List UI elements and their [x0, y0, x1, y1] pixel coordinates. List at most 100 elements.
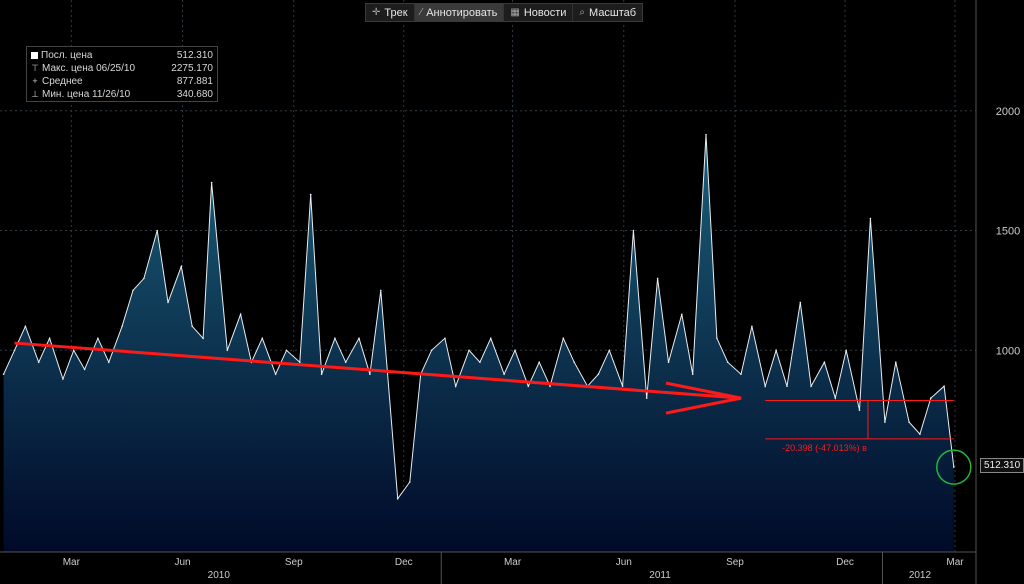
- price-point: [895, 361, 897, 364]
- price-point: [667, 361, 670, 364]
- price-point: [764, 385, 766, 388]
- y-tick-label: 1000: [996, 345, 1020, 357]
- price-point: [309, 193, 312, 196]
- price-point: [705, 133, 707, 136]
- min-marker-icon: ⊥: [31, 89, 39, 99]
- price-point: [180, 265, 183, 268]
- legend-row-last: Посл. цена 512.310: [31, 49, 213, 62]
- price-point: [884, 421, 886, 423]
- price-point: [858, 409, 861, 411]
- news-button[interactable]: ▦ Новости: [504, 4, 574, 21]
- price-point: [261, 337, 264, 340]
- x-tick-label: Dec: [836, 557, 854, 568]
- price-point: [320, 373, 323, 376]
- track-button[interactable]: ✛ Трек: [366, 4, 415, 21]
- price-point: [409, 481, 411, 483]
- price-point: [167, 301, 169, 304]
- price-point: [621, 385, 624, 388]
- price-point: [121, 325, 123, 328]
- x-tick-label: Sep: [726, 557, 744, 568]
- price-point: [845, 349, 847, 352]
- price-point: [444, 337, 446, 340]
- price-point: [202, 337, 204, 340]
- price-point: [239, 313, 242, 316]
- legend-avg-label: Среднее: [42, 76, 83, 87]
- legend-row-max: ⊤ Макс. цена 06/25/10 2275.170: [31, 62, 213, 75]
- y-axis-ticks: 1000 1500 2000: [996, 106, 1020, 358]
- legend-max-label: Макс. цена 06/25/10: [42, 63, 136, 74]
- x-tick-label: Jun: [174, 557, 190, 568]
- price-point: [191, 325, 193, 328]
- chart-legend[interactable]: Посл. цена 512.310 ⊤ Макс. цена 06/25/10…: [26, 46, 218, 102]
- price-point: [716, 337, 718, 340]
- price-point: [775, 349, 777, 352]
- news-icon: ▦: [510, 7, 520, 18]
- last-price-tag: 512.310: [980, 458, 1024, 473]
- y-tick-label: 1500: [996, 226, 1020, 238]
- x-tick-label: Jun: [616, 557, 632, 568]
- average-marker-icon: +: [32, 76, 38, 86]
- annotate-label: Аннотировать: [426, 6, 498, 19]
- x-axis-ticks: Mar Jun Sep Dec Mar Jun Sep Dec Mar 2010 2011 2012: [63, 552, 964, 584]
- legend-row-min: ⊥ Мин. цена 11/26/10 340.680: [31, 88, 213, 101]
- x-tick-label: Dec: [395, 557, 413, 568]
- price-point: [274, 373, 277, 376]
- price-point: [726, 361, 729, 364]
- price-point: [24, 325, 27, 328]
- x-tick-label: Mar: [946, 557, 964, 568]
- price-point: [691, 373, 694, 376]
- price-point: [632, 229, 635, 232]
- zoom-button[interactable]: ⌕ Масштаб: [573, 4, 642, 21]
- price-point: [608, 349, 611, 352]
- price-point: [62, 378, 64, 380]
- price-point: [597, 373, 600, 376]
- annotation-layer: -20.398 (-47.013%) в: [14, 341, 972, 485]
- price-point: [83, 368, 86, 371]
- price-point: [396, 497, 399, 500]
- legend-avg-value: 877.881: [176, 76, 213, 87]
- price-point: [226, 349, 229, 352]
- annotate-button[interactable]: ⁄ Аннотировать: [414, 4, 505, 21]
- zoom-label: Масштаб: [589, 6, 637, 19]
- price-point: [72, 349, 75, 352]
- price-point: [299, 361, 301, 364]
- price-point: [645, 397, 648, 399]
- annotation-label: -20.398 (-47.013%) в: [782, 443, 867, 453]
- price-point: [943, 385, 945, 388]
- x-tick-label: Sep: [285, 557, 303, 568]
- price-point: [97, 337, 99, 340]
- price-point: [108, 361, 110, 364]
- price-point: [13, 349, 16, 352]
- legend-row-avg: + Среднее 877.881: [31, 75, 213, 88]
- legend-min-label: Мин. цена 11/26/10: [42, 89, 131, 100]
- price-point: [549, 385, 551, 388]
- price-point: [869, 217, 872, 220]
- price-point: [369, 373, 371, 376]
- trend-arrow-line: [14, 341, 742, 400]
- price-point: [538, 361, 540, 364]
- price-point: [751, 325, 753, 328]
- price-point: [143, 277, 145, 280]
- x-year-label: 2010: [208, 570, 231, 581]
- price-point: [210, 181, 213, 184]
- price-point: [479, 361, 481, 364]
- x-tick-label: Mar: [504, 557, 522, 568]
- x-tick-label: Mar: [63, 557, 81, 568]
- price-point: [919, 433, 921, 435]
- price-point: [810, 385, 812, 388]
- chart-toolbar: ✛ Трек ⁄ Аннотировать ▦ Новости ⌕ Масшта…: [365, 3, 644, 22]
- pencil-icon: ⁄: [420, 7, 423, 18]
- price-point: [514, 349, 516, 352]
- zoom-icon: ⌕: [579, 7, 586, 18]
- price-point: [681, 313, 683, 316]
- price-point: [37, 361, 40, 364]
- price-point: [490, 337, 492, 340]
- line-layer: [2, 133, 955, 501]
- price-point: [380, 289, 382, 292]
- track-label: Трек: [384, 6, 408, 19]
- price-area: [3, 134, 954, 552]
- price-point: [908, 421, 910, 423]
- news-label: Новости: [523, 6, 567, 19]
- price-point: [930, 397, 932, 399]
- price-point: [656, 277, 659, 280]
